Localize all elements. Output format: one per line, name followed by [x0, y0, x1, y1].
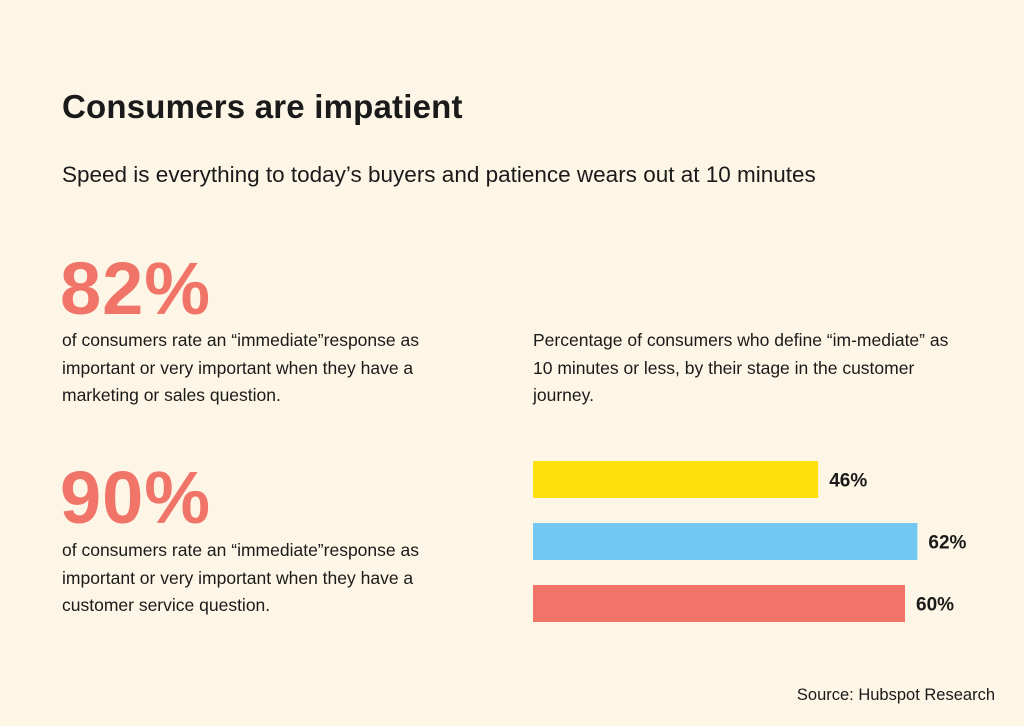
- stat-value-sales: 82%: [60, 247, 212, 330]
- source-credit: Source: Hubspot Research: [796, 686, 995, 704]
- bar-label-3: 60%: [916, 595, 954, 616]
- chart-caption: Percentage of consumers who define “im-m…: [533, 330, 949, 405]
- stat-value-service: 90%: [60, 456, 212, 539]
- bar-label-1: 46%: [829, 471, 867, 492]
- bar-1: [533, 461, 819, 498]
- bar-2: [533, 523, 918, 560]
- page-subtitle: Speed is everything to today’s buyers an…: [62, 162, 816, 187]
- stat-description-service: of consumers rate an “immediate”response…: [62, 540, 419, 615]
- bar-3: [533, 585, 905, 622]
- stat-description-sales: of consumers rate an “immediate”response…: [62, 330, 419, 405]
- page-title: Consumers are impatient: [62, 88, 463, 125]
- bar-label-2: 62%: [928, 533, 966, 554]
